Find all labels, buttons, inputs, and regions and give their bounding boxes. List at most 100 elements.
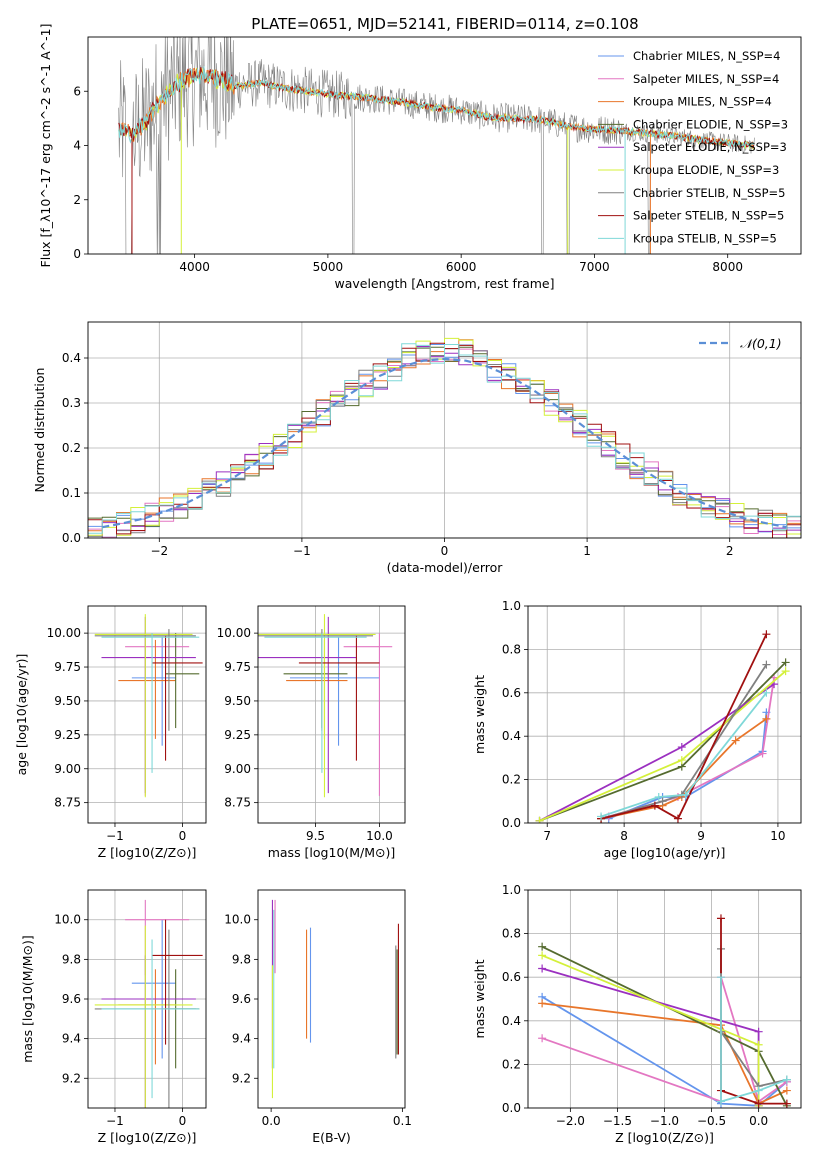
legend-entry: 𝒩(0,1) xyxy=(740,336,782,351)
legend-entry: Chabrier ELODIE, N_SSP=3 xyxy=(633,117,788,131)
x-tick-label: 4000 xyxy=(179,260,210,274)
legend-entry: Chabrier STELIB, N_SSP=5 xyxy=(633,186,785,200)
age_vs_Z-plot-area xyxy=(88,606,206,823)
weight-marker xyxy=(658,797,667,806)
x-axis-label: age [log10(age/yr)] xyxy=(604,845,726,860)
legend-entry: Salpeter MILES, N_SSP=4 xyxy=(633,72,779,86)
weight-marker xyxy=(677,756,686,765)
x-axis-label: Z [log10(Z/Z⊙)] xyxy=(615,1130,714,1145)
x-tick-label: 0 xyxy=(441,544,449,558)
weight-line xyxy=(541,996,788,1107)
y-tick-label: 9.8 xyxy=(62,952,81,966)
x-tick-label: −1 xyxy=(106,1114,124,1128)
mass_vs_ebv-plot-area xyxy=(271,899,399,1099)
x-tick-label: 0 xyxy=(179,1114,187,1128)
y-tick-label: 9.50 xyxy=(224,694,251,708)
model-spectrum-line xyxy=(118,66,755,149)
x-tick-label: −1 xyxy=(106,829,124,843)
weight-marker xyxy=(650,801,659,810)
legend-entry: Kroupa MILES, N_SSP=4 xyxy=(633,95,772,109)
axes-frame xyxy=(87,889,207,1109)
weight-marker xyxy=(754,1040,763,1049)
figure-title: PLATE=0651, MJD=52141, FIBERID=0114, z=0… xyxy=(251,15,638,33)
y-tick-label: 1.0 xyxy=(502,599,521,613)
weight_vs_age-panel: 7 8 9 10 0.0 0.2 0.4 0.6 0.8 1.0 age [log10(age/yr… xyxy=(472,599,802,860)
weight-line xyxy=(600,692,768,818)
x-tick-label: 6000 xyxy=(446,260,477,274)
weight-line xyxy=(600,664,768,820)
axes-frame xyxy=(527,889,802,1109)
x-tick-label: 8 xyxy=(620,829,628,843)
x-tick-label: −1 xyxy=(293,544,311,558)
x-tick-label: 0.1 xyxy=(393,1114,412,1128)
weight-line xyxy=(720,977,788,1103)
x-tick-label: 1 xyxy=(583,544,591,558)
weight-marker xyxy=(782,1075,791,1084)
weight-marker xyxy=(673,814,682,823)
legend-entry: Chabrier MILES, N_SSP=4 xyxy=(633,49,780,63)
y-axis-label: mass weight xyxy=(472,675,487,754)
weight-line xyxy=(720,948,788,1088)
x-tick-label: 8000 xyxy=(712,260,743,274)
weight-marker xyxy=(654,792,663,801)
age_vs_mass-panel: 9.5 10.0 8.75 9.00 9.25 9.50 9.75 10.00 mass [lo… xyxy=(217,605,406,860)
axes-frame xyxy=(87,36,802,255)
axes-frame xyxy=(527,605,802,824)
x-axis-label: mass [log10(M/M⊙)] xyxy=(268,845,396,860)
x-tick-label: −2.0 xyxy=(556,1114,585,1128)
weight-marker xyxy=(681,790,690,799)
legend-entry: Salpeter STELIB, N_SSP=5 xyxy=(633,209,784,223)
axes-frame xyxy=(257,889,406,1109)
weight-marker xyxy=(762,660,771,669)
x-tick-label: 9 xyxy=(697,829,705,843)
weight-marker xyxy=(762,688,771,697)
y-tick-label: 0.8 xyxy=(502,927,521,941)
spectrum-panel: 4000 5000 6000 7000 8000 0 2 4 6 wavelength [Angs… xyxy=(38,24,802,291)
y-tick-label: 9.00 xyxy=(224,762,251,776)
normal-curve xyxy=(102,357,787,529)
y-axis-label: age [log10(age/yr)] xyxy=(14,654,29,776)
y-tick-label: 9.50 xyxy=(54,694,81,708)
y-tick-label: 10.00 xyxy=(217,626,251,640)
x-tick-label: 7 xyxy=(543,829,551,843)
y-tick-label: 9.4 xyxy=(232,1032,251,1046)
x-axis-label: E(B-V) xyxy=(312,1130,351,1145)
y-axis-label: mass [log10(M/M⊙)] xyxy=(20,935,35,1063)
x-tick-label: −1.0 xyxy=(650,1114,679,1128)
axes-frame xyxy=(87,321,802,539)
y-tick-label: 9.75 xyxy=(224,660,251,674)
x-tick-label: 10.0 xyxy=(366,829,393,843)
weight-marker xyxy=(538,1034,547,1043)
mass_vs_ebv-panel: 0.0 0.1 9.2 9.4 9.6 9.8 10.0 E(B-V) xyxy=(224,889,412,1145)
y-tick-label: 0.4 xyxy=(502,1014,521,1028)
weight-marker xyxy=(538,942,547,951)
x-tick-label: 0.0 xyxy=(749,1114,768,1128)
x-axis-label: wavelength [Angstrom, rest frame] xyxy=(334,276,554,291)
weight_vs_Z-plot-area xyxy=(528,890,801,1108)
x-tick-label: 0 xyxy=(179,829,187,843)
y-axis-label: Flux [f_λ10^-17 erg cm^-2 s^-1 A^-1] xyxy=(38,24,53,268)
weight_vs_Z-panel: −2.0 −1.5 −1.0 −0.5 0.0 0.0 0.2 0.4 0.6 0.8 1.0 Z [… xyxy=(472,883,802,1145)
y-tick-label: 0.0 xyxy=(502,816,521,830)
y-tick-label: 0.3 xyxy=(62,396,81,410)
y-tick-label: 0.4 xyxy=(502,729,521,743)
legend-entry: Salpeter ELODIE, N_SSP=3 xyxy=(633,140,787,154)
y-tick-label: 0.0 xyxy=(502,1101,521,1115)
weight-marker xyxy=(754,1099,763,1108)
weight-marker xyxy=(781,658,790,667)
y-tick-label: 9.8 xyxy=(232,952,251,966)
y-tick-label: 10.0 xyxy=(54,913,81,927)
observed-spectrum-line xyxy=(118,37,755,254)
y-axis-label: Normed distribution xyxy=(32,368,47,493)
x-tick-label: 7000 xyxy=(579,260,610,274)
weight_vs_age-plot-area xyxy=(528,606,801,823)
age_vs_Z-panel: −1 0 8.75 9.00 9.25 9.50 9.75 10.00 Z [log10(Z/Z… xyxy=(14,605,207,860)
x-tick-label: −2 xyxy=(150,544,168,558)
y-tick-label: 9.6 xyxy=(62,992,81,1006)
age_vs_mass-plot-area xyxy=(258,606,405,823)
x-tick-label: 2 xyxy=(726,544,734,558)
y-tick-label: 10.00 xyxy=(47,626,81,640)
weight-line xyxy=(541,1002,788,1105)
